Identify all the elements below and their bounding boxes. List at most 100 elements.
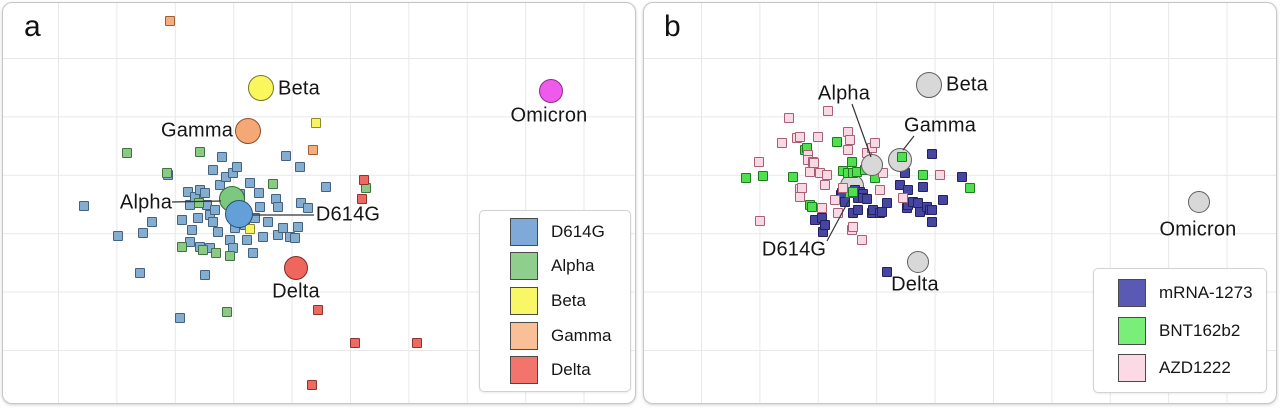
serum-point-d614g	[193, 213, 203, 223]
serum-point-alpha	[177, 242, 187, 252]
legend-swatch-beta	[510, 286, 538, 315]
serum-point-bnt162b2	[848, 187, 858, 197]
legend-label-d614g: D614G	[551, 221, 605, 241]
serum-point-d614g	[175, 313, 185, 323]
serum-point-mrna-1273	[903, 185, 913, 195]
serum-point-mrna-1273	[918, 182, 928, 192]
legend-label-bnt162b2: BNT162b2	[1159, 320, 1241, 340]
serum-point-azd1222	[870, 138, 880, 148]
antigen-label-gamma: Gamma	[160, 119, 234, 142]
antigen-circle-gamma	[235, 118, 261, 144]
serum-point-d614g	[303, 203, 313, 213]
serum-point-alpha	[268, 179, 278, 189]
legend-swatch-alpha	[510, 252, 538, 281]
antigen-circle-beta	[248, 75, 274, 101]
antigen-label-omicron: Omicron	[510, 104, 588, 127]
serum-point-delta	[307, 380, 317, 390]
serum-point-delta	[359, 175, 369, 185]
legend-swatch-azd1222	[1118, 354, 1146, 383]
serum-point-d614g	[273, 202, 283, 212]
legend-item-delta: Delta	[480, 356, 630, 385]
serum-point-alpha	[211, 248, 221, 258]
serum-point-azd1222	[795, 192, 805, 202]
serum-point-mrna-1273	[927, 149, 937, 159]
serum-point-azd1222	[755, 216, 765, 226]
serum-point-d614g	[293, 222, 303, 232]
serum-point-azd1222	[817, 203, 827, 213]
serum-point-d614g	[135, 268, 145, 278]
panel-a-letter: a	[24, 10, 41, 43]
serum-point-beta	[245, 224, 255, 234]
serum-point-alpha	[122, 148, 132, 158]
antigen-label-d614g: D614G	[761, 238, 827, 261]
serum-point-mrna-1273	[927, 217, 937, 227]
serum-point-mrna-1273	[915, 207, 925, 217]
serum-point-d614g	[208, 217, 218, 227]
serum-point-mrna-1273	[853, 205, 863, 215]
antigen-circle-delta	[907, 251, 929, 273]
legend-label-beta: Beta	[551, 290, 586, 310]
serum-point-d614g	[79, 201, 89, 211]
serum-point-d614g	[255, 202, 265, 212]
serum-point-azd1222	[797, 183, 807, 193]
serum-point-bnt162b2	[897, 152, 907, 162]
panel-a-plot-area	[2, 2, 636, 404]
serum-point-azd1222	[833, 208, 843, 218]
legend-item-bnt162b2: BNT162b2	[1094, 316, 1266, 345]
antigen-label-beta: Beta	[278, 77, 320, 100]
antigen-circle-delta	[284, 256, 308, 280]
serum-point-azd1222	[843, 145, 853, 155]
serum-point-mrna-1273	[820, 220, 830, 230]
serum-point-bnt162b2	[918, 170, 928, 180]
serum-point-d614g	[290, 233, 300, 243]
serum-point-bnt162b2	[758, 171, 768, 181]
serum-point-mrna-1273	[882, 267, 892, 277]
antigen-circle-alpha	[861, 154, 883, 176]
legend-label-mrna-1273: mRNA-1273	[1159, 282, 1253, 302]
serum-point-d614g	[208, 165, 218, 175]
antigen-circle-omicron	[539, 79, 563, 103]
antigen-label-omicron: Omicron	[1159, 218, 1237, 241]
antigen-circle-beta	[916, 72, 942, 98]
serum-point-d614g	[263, 217, 273, 227]
serum-point-delta	[313, 305, 323, 315]
antigen-circle-d614g	[225, 200, 253, 228]
serum-point-d614g	[278, 223, 288, 233]
serum-point-azd1222	[857, 235, 867, 245]
serum-point-alpha	[225, 251, 235, 261]
legend-label-azd1222: AZD1222	[1159, 358, 1231, 378]
serum-point-mrna-1273	[938, 195, 948, 205]
antigen-label-delta: Delta	[272, 280, 320, 303]
serum-point-azd1222	[830, 195, 840, 205]
serum-point-gamma	[165, 16, 175, 26]
legend-panel-b: mRNA-1273 BNT162b2 AZD1222	[1093, 268, 1267, 393]
serum-point-mrna-1273	[877, 207, 887, 217]
serum-point-d614g	[254, 188, 264, 198]
antigen-label-alpha: Alpha	[119, 191, 173, 214]
legend-swatch-d614g	[510, 217, 538, 246]
antigen-label-d614g: D614G	[315, 203, 381, 226]
panel-b-letter: b	[664, 10, 681, 43]
serum-point-d614g	[187, 225, 197, 235]
serum-point-d614g	[281, 151, 291, 161]
antigen-label-delta: Delta	[891, 273, 939, 296]
serum-point-alpha	[198, 245, 208, 255]
serum-point-d614g	[138, 228, 148, 238]
serum-point-azd1222	[805, 167, 815, 177]
legend-label-delta: Delta	[551, 360, 591, 380]
serum-point-alpha	[194, 198, 204, 208]
serum-point-d614g	[200, 188, 210, 198]
serum-point-beta	[311, 118, 321, 128]
serum-point-bnt162b2	[788, 172, 798, 182]
legend-swatch-delta	[510, 356, 538, 385]
legend-swatch-mrna-1273	[1118, 278, 1146, 307]
serum-point-mrna-1273	[927, 205, 937, 215]
serum-point-azd1222	[898, 193, 908, 203]
serum-point-gamma	[308, 145, 318, 155]
legend-swatch-bnt162b2	[1118, 316, 1146, 345]
serum-point-d614g	[113, 231, 123, 241]
antigen-label-gamma: Gamma	[903, 114, 977, 137]
antigen-label-beta: Beta	[946, 73, 988, 96]
serum-point-azd1222	[809, 158, 819, 168]
